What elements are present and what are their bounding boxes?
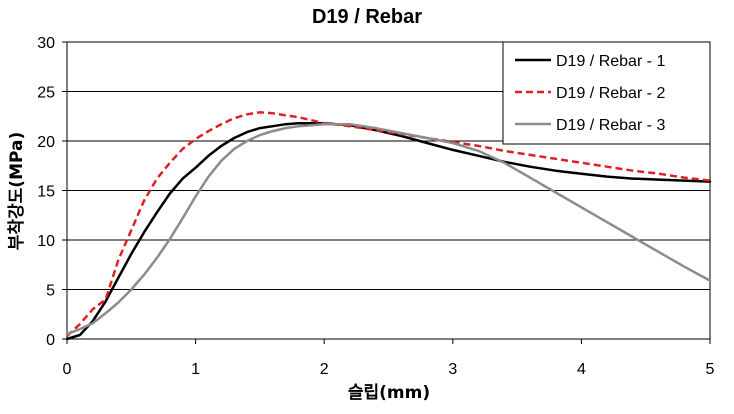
chart-title: D19 / Rebar: [312, 6, 422, 28]
series-lines: [65, 111, 712, 341]
x-tick-label: 1: [191, 361, 200, 378]
x-axis-ticks: 0 1 2 3 4 5: [63, 339, 715, 378]
y-tick-label: 5: [46, 283, 55, 300]
y-tick-label: 20: [37, 134, 55, 151]
legend: D19 / Rebar - 1 D19 / Rebar - 2 D19 / Reba…: [502, 41, 711, 145]
x-tick-label: 3: [448, 361, 457, 378]
y-tick-label: 30: [37, 35, 55, 52]
legend-label-3: D19 / Rebar - 3: [556, 117, 665, 134]
series-line-3: [65, 122, 712, 336]
series-line-2: [66, 111, 711, 337]
y-tick-label: 10: [37, 233, 55, 250]
y-axis-ticks: 0 5 10 15 20 25 30: [37, 35, 67, 349]
y-tick-label: 25: [37, 85, 55, 102]
x-tick-label: 4: [577, 361, 586, 378]
series-line-1: [65, 121, 712, 341]
x-tick-label: 5: [706, 361, 715, 378]
y-tick-label: 15: [37, 184, 55, 201]
y-axis-label: 부착강도(MPa): [7, 132, 27, 251]
y-tick-label: 0: [46, 332, 55, 349]
legend-label-2: D19 / Rebar - 2: [556, 85, 665, 102]
x-tick-label: 0: [63, 361, 72, 378]
legend-label-1: D19 / Rebar - 1: [556, 53, 665, 70]
x-axis-label: 슬립(mm): [348, 383, 430, 403]
x-tick-label: 2: [320, 361, 329, 378]
